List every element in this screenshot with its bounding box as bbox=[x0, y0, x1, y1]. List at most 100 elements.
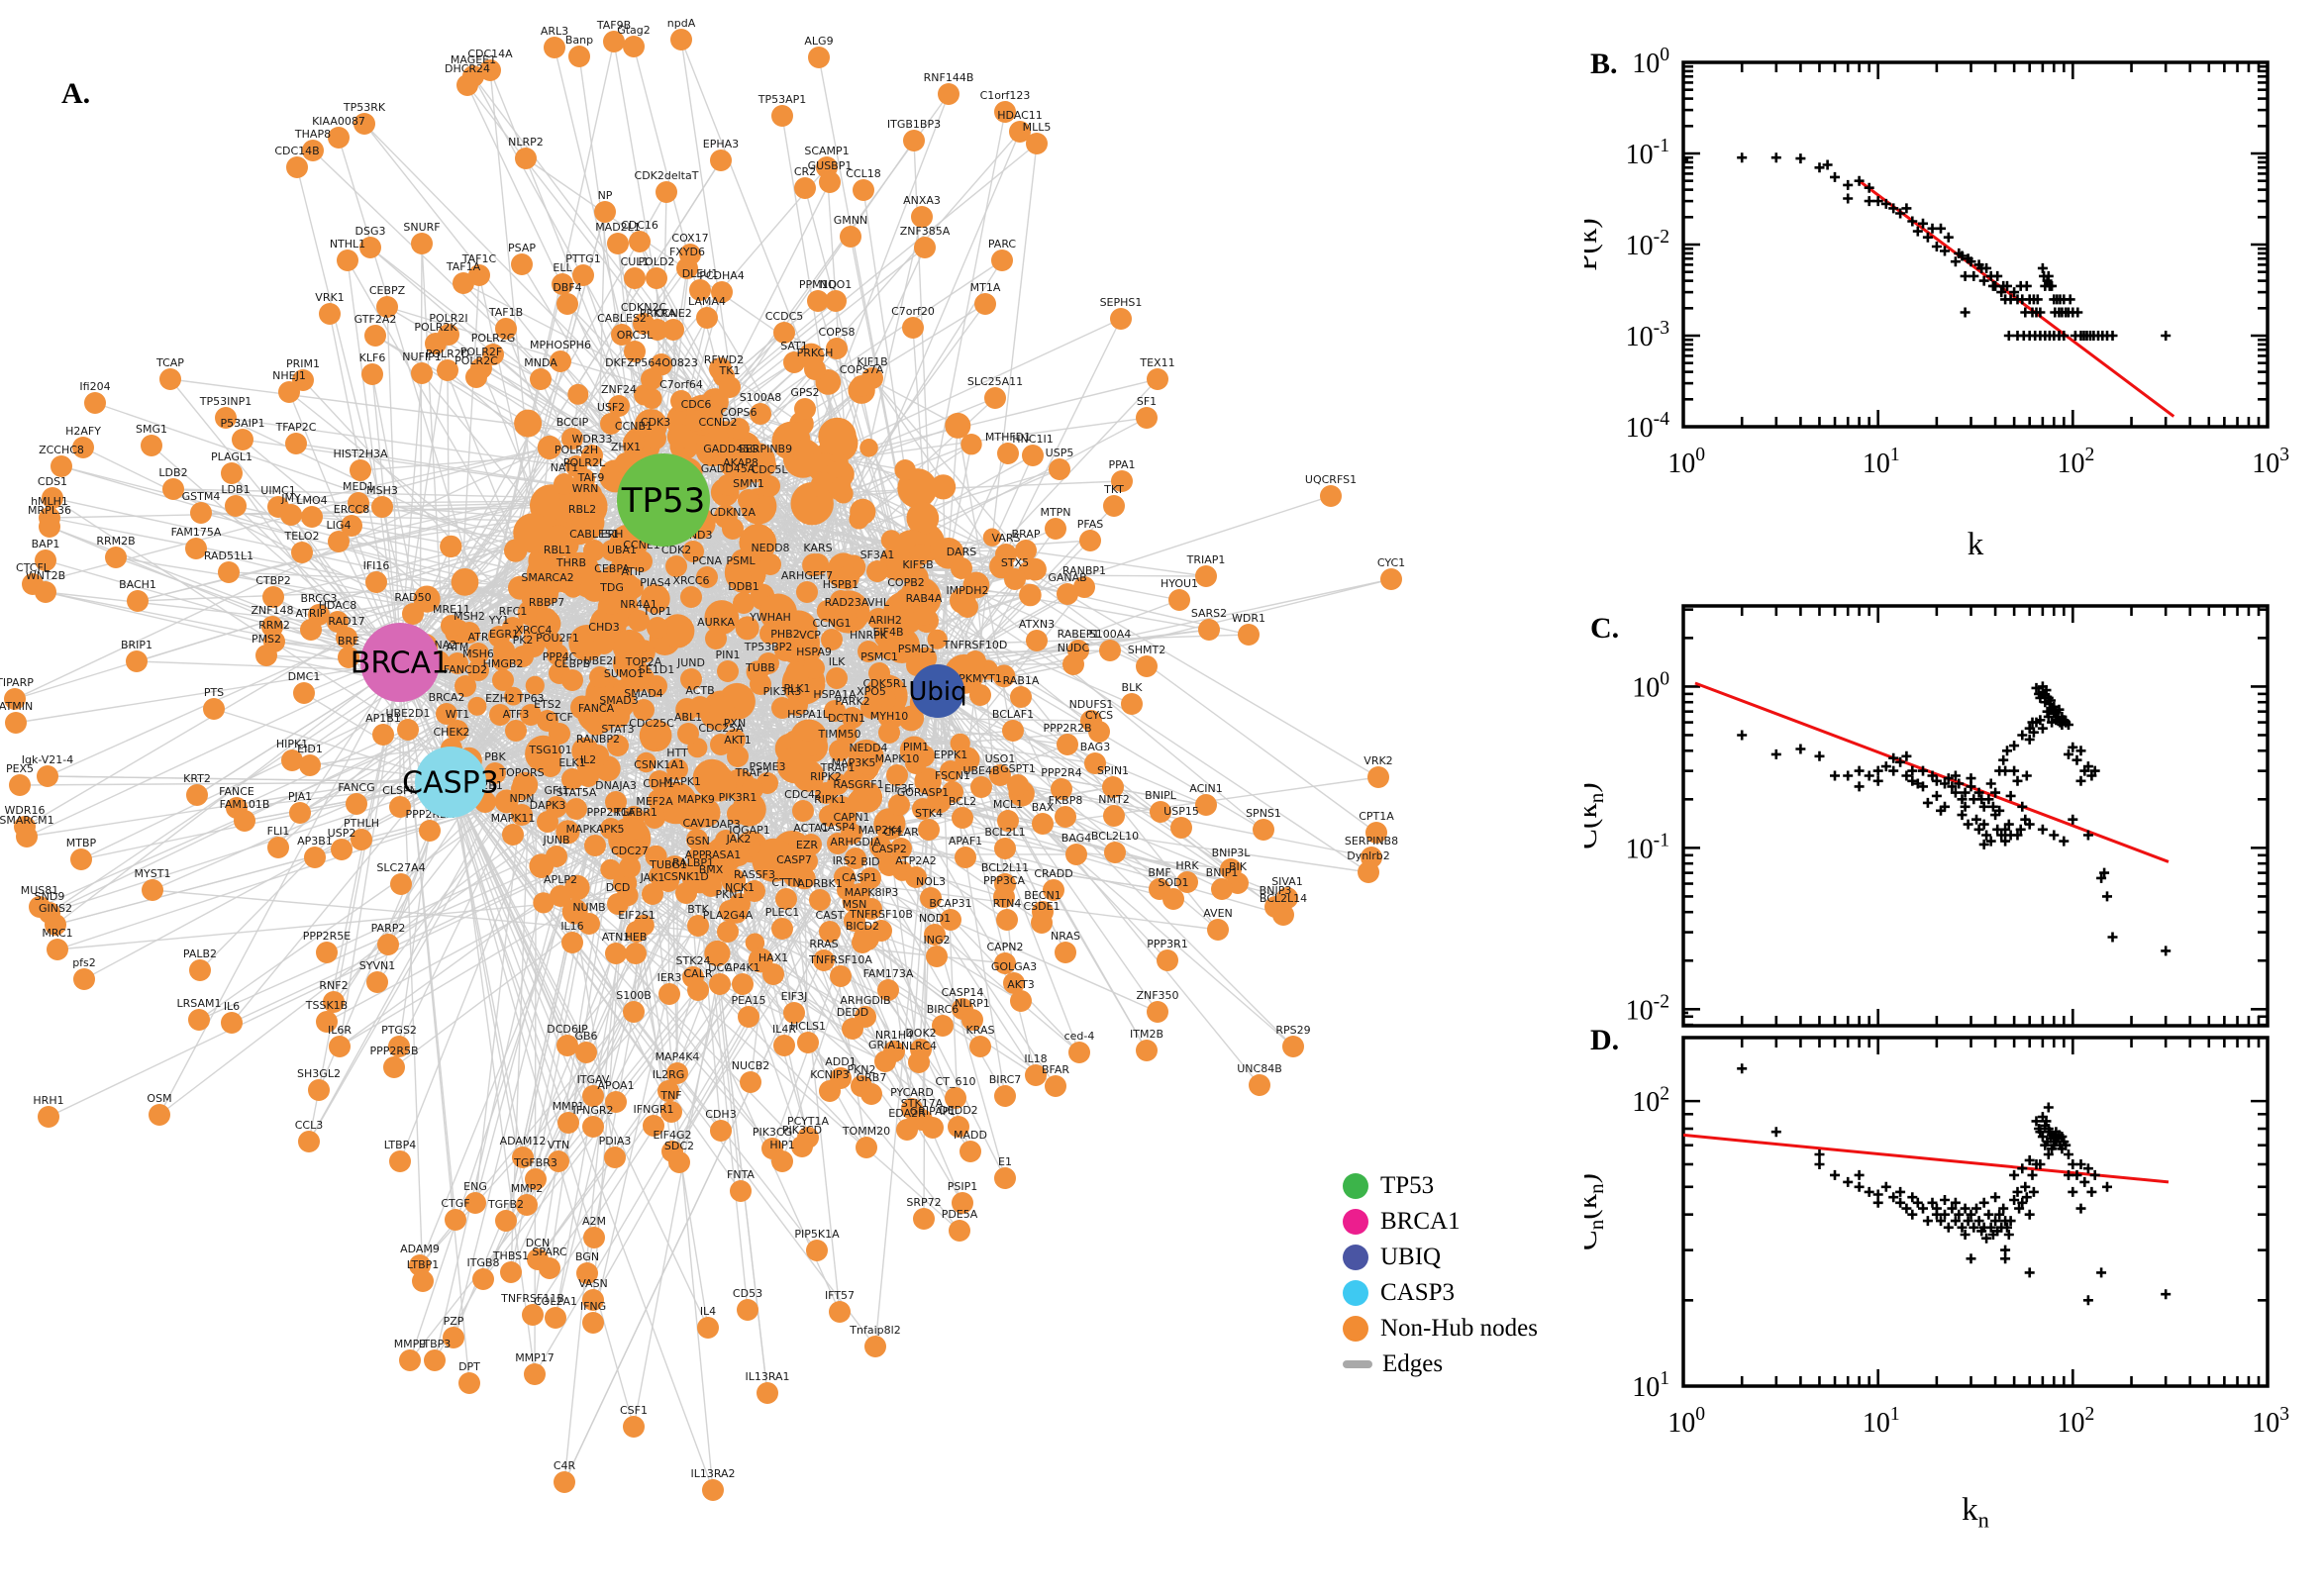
network-node-label: DCN bbox=[526, 1237, 550, 1249]
network-node-label: ZNF350 bbox=[1136, 989, 1178, 1002]
network-node-label: PKMYT1 bbox=[959, 672, 1002, 685]
network-node bbox=[1110, 308, 1132, 330]
network-node bbox=[451, 568, 479, 596]
data-point bbox=[2000, 836, 2011, 847]
network-node-label: HIP1 bbox=[769, 1139, 794, 1151]
network-node-label: SPARC bbox=[532, 1246, 567, 1258]
network-node bbox=[717, 921, 739, 943]
network-node bbox=[1043, 879, 1064, 901]
data-point bbox=[1983, 794, 1994, 805]
network-node bbox=[829, 1301, 851, 1323]
network-node bbox=[824, 700, 846, 722]
network-node bbox=[512, 646, 534, 667]
network-node bbox=[818, 417, 857, 456]
network-node bbox=[964, 650, 986, 672]
data-point bbox=[2003, 1230, 2014, 1240]
network-node-label: BCL2L11 bbox=[981, 861, 1029, 874]
network-edge bbox=[474, 685, 536, 1204]
data-point bbox=[2043, 1102, 2054, 1113]
network-node bbox=[383, 1056, 405, 1078]
data-point bbox=[2161, 331, 2172, 341]
network-node bbox=[961, 1009, 983, 1031]
network-node-label: EPHA3 bbox=[703, 138, 739, 150]
network-node-label: HDAC11 bbox=[997, 109, 1043, 122]
data-point bbox=[2047, 280, 2058, 291]
network-node bbox=[792, 800, 814, 822]
network-node bbox=[556, 1035, 578, 1056]
network-node bbox=[572, 264, 594, 286]
data-point bbox=[1912, 226, 1923, 237]
network-node-label: ZNF24 bbox=[601, 383, 637, 396]
data-point bbox=[1957, 250, 1968, 261]
network-node bbox=[624, 267, 646, 289]
legend-node-swatch bbox=[1343, 1245, 1368, 1270]
network-node bbox=[567, 383, 589, 405]
network-node-label: VTN bbox=[548, 1139, 569, 1151]
network-node bbox=[902, 317, 924, 339]
network-node bbox=[641, 368, 662, 390]
network-node bbox=[605, 943, 627, 964]
network-node bbox=[1065, 844, 1087, 865]
network-node bbox=[607, 233, 629, 254]
network-edge bbox=[1003, 675, 1264, 831]
network-node bbox=[556, 820, 580, 845]
network-node-label: PMS2 bbox=[252, 633, 281, 646]
network-node bbox=[440, 535, 462, 558]
network-node bbox=[658, 983, 680, 1005]
network-node-label: BRCA2 bbox=[429, 691, 465, 704]
data-point bbox=[2107, 331, 2118, 341]
network-edge bbox=[399, 661, 934, 1129]
network-node bbox=[515, 148, 537, 169]
network-node-label: CYC1 bbox=[1377, 556, 1405, 569]
panel-a-label: A. bbox=[61, 77, 91, 110]
data-point bbox=[2096, 1267, 2107, 1278]
network-node-label: TDG bbox=[599, 581, 624, 594]
hub-node-brca1 bbox=[360, 623, 440, 702]
network-node bbox=[159, 368, 181, 390]
hub-node-label: Ubiq bbox=[908, 677, 966, 707]
network-node bbox=[955, 747, 980, 772]
network-node bbox=[613, 679, 635, 701]
network-node bbox=[1162, 888, 1184, 910]
network-node bbox=[537, 583, 558, 605]
network-node bbox=[759, 623, 781, 645]
network-edge bbox=[1027, 569, 1379, 778]
network-node bbox=[880, 530, 902, 550]
network-node-label: NUCB2 bbox=[732, 1059, 770, 1072]
data-point bbox=[1737, 1063, 1748, 1074]
data-point bbox=[1992, 270, 2003, 281]
network-node-label: NHEJ1 bbox=[272, 369, 306, 382]
network-node-label: LTBP1 bbox=[407, 1258, 440, 1271]
hub-node-label: TP53 bbox=[621, 481, 706, 521]
network-node bbox=[186, 784, 208, 806]
network-node-label: GADD45G bbox=[703, 443, 758, 455]
data-point bbox=[1854, 765, 1865, 776]
data-point bbox=[1990, 1216, 2001, 1227]
network-node-label: MRE11 bbox=[433, 603, 470, 616]
network-node bbox=[39, 516, 60, 538]
network-node-label: COPB2 bbox=[887, 576, 925, 589]
network-node-label: HRH1 bbox=[33, 1094, 63, 1107]
network-node-label: XRCC6 bbox=[673, 574, 710, 587]
network-node bbox=[453, 272, 474, 294]
data-point bbox=[2024, 1154, 2035, 1165]
network-node bbox=[390, 873, 412, 895]
network-node-label: PSML bbox=[726, 554, 756, 567]
network-node bbox=[280, 504, 302, 526]
network-node-label: COX17 bbox=[671, 232, 708, 245]
network-node bbox=[454, 675, 476, 697]
data-point bbox=[1683, 154, 1688, 165]
network-node-label: DDB1 bbox=[728, 580, 759, 593]
network-node bbox=[328, 531, 350, 552]
network-node bbox=[926, 946, 948, 967]
data-point bbox=[1907, 775, 1918, 786]
network-node-label: CDK3 bbox=[641, 416, 670, 429]
network-node bbox=[646, 267, 667, 289]
network-node-label: MADD bbox=[954, 1129, 987, 1142]
network-node-label: MAPK8IP3 bbox=[845, 886, 899, 899]
network-node-label: NR4A1 bbox=[620, 598, 656, 611]
network-node-label: VASN bbox=[578, 1277, 608, 1290]
network-edge bbox=[937, 690, 1006, 1097]
network-node bbox=[648, 789, 669, 811]
network-node bbox=[348, 492, 369, 514]
